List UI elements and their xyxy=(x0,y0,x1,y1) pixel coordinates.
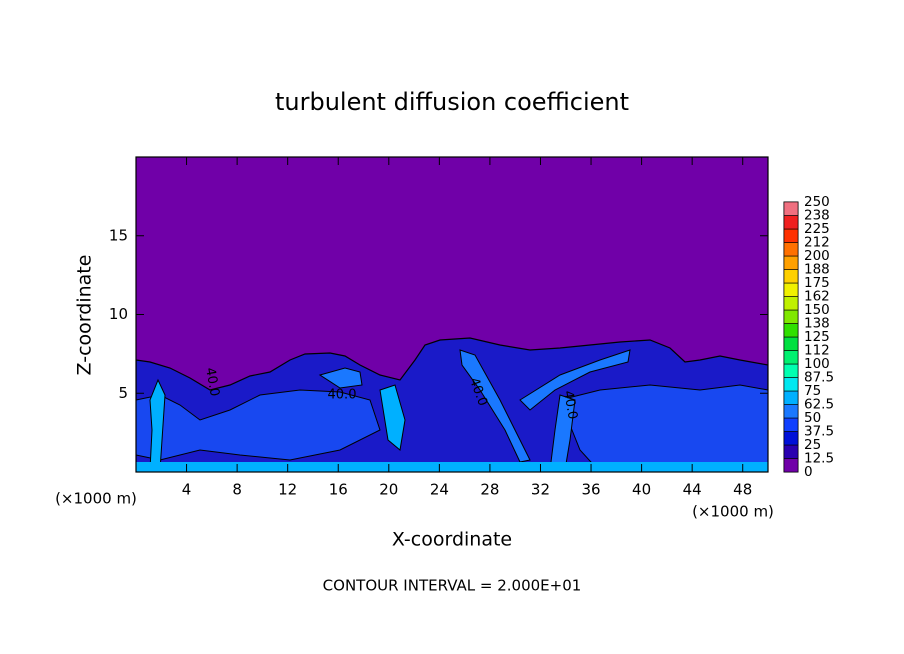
y-tick-label: 15 xyxy=(109,226,128,244)
colorbar-band xyxy=(783,269,799,284)
colorbar-label: 50 xyxy=(804,410,821,426)
x-tick-label: 36 xyxy=(581,481,600,499)
chart-title: turbulent diffusion coefficient xyxy=(275,88,629,116)
colorbar-label: 62.5 xyxy=(804,397,834,413)
x-tick-label: 24 xyxy=(430,481,449,499)
colorbar-band xyxy=(783,309,799,324)
colorbar-label: 12.5 xyxy=(804,451,834,467)
colorbar-band xyxy=(783,201,799,216)
colorbar-band xyxy=(783,296,799,311)
colorbar-label: 0 xyxy=(804,464,813,480)
colorbar-band xyxy=(783,255,799,270)
colorbar-label: 175 xyxy=(804,275,830,291)
colorbar-band xyxy=(783,282,799,297)
colorbar-label: 75 xyxy=(804,383,821,399)
contour-field xyxy=(136,157,768,472)
colorbar-label: 238 xyxy=(804,208,830,224)
contour-label: 40.0 xyxy=(202,366,222,397)
x-unit-label: (×1000 m) xyxy=(692,503,774,521)
colorbar-label: 125 xyxy=(804,329,830,345)
colorbar-label: 25 xyxy=(804,437,821,453)
colorbar-label: 138 xyxy=(804,316,830,332)
x-unit-label: (×1000 m) xyxy=(55,490,137,508)
x-tick-label: 20 xyxy=(379,481,398,499)
colorbar-band xyxy=(783,363,799,378)
y-axis-label: Z-coordinate xyxy=(74,255,96,376)
colorbar-label: 37.5 xyxy=(804,424,834,440)
colorbar-label: 250 xyxy=(804,194,830,210)
contour-label: 40.0 xyxy=(560,389,580,420)
colorbar-band xyxy=(783,242,799,257)
contour-label: 40.0 xyxy=(328,388,357,403)
colorbar-label: 100 xyxy=(804,356,830,372)
x-tick-label: 12 xyxy=(278,481,297,499)
colorbar-label: 212 xyxy=(804,235,830,251)
colorbar-label: 87.5 xyxy=(804,370,834,386)
colorbar-band xyxy=(783,444,799,459)
x-tick-label: 44 xyxy=(683,481,702,499)
colorbar-band xyxy=(783,431,799,446)
y-tick-label: 5 xyxy=(118,384,128,402)
y-tick-label: 10 xyxy=(109,305,128,323)
colorbar-band xyxy=(783,417,799,432)
x-tick-label: 8 xyxy=(232,481,242,499)
x-tick-label: 48 xyxy=(733,481,752,499)
colorbar-label: 225 xyxy=(804,221,830,237)
x-tick-label: 40 xyxy=(632,481,651,499)
x-tick-label: 32 xyxy=(531,481,550,499)
colorbar-band xyxy=(783,404,799,419)
colorbar-label: 200 xyxy=(804,248,830,264)
colorbar-label: 112 xyxy=(804,343,830,359)
x-tick-label: 4 xyxy=(182,481,192,499)
colorbar-label: 150 xyxy=(804,302,830,318)
colorbar-label: 188 xyxy=(804,262,830,278)
x-tick-label: 28 xyxy=(480,481,499,499)
x-axis-label: X-coordinate xyxy=(392,529,512,551)
colorbar-label: 162 xyxy=(804,289,830,305)
x-tick-label: 16 xyxy=(329,481,348,499)
colorbar-band xyxy=(783,228,799,243)
colorbar-band xyxy=(783,350,799,365)
colorbar-band xyxy=(783,377,799,392)
colorbar-band xyxy=(783,215,799,230)
colorbar-band xyxy=(783,323,799,338)
colorbar-band xyxy=(783,458,799,473)
colorbar-band xyxy=(783,336,799,351)
colorbar-band xyxy=(783,390,799,405)
footer-note: CONTOUR INTERVAL = 2.000E+01 xyxy=(323,577,582,595)
